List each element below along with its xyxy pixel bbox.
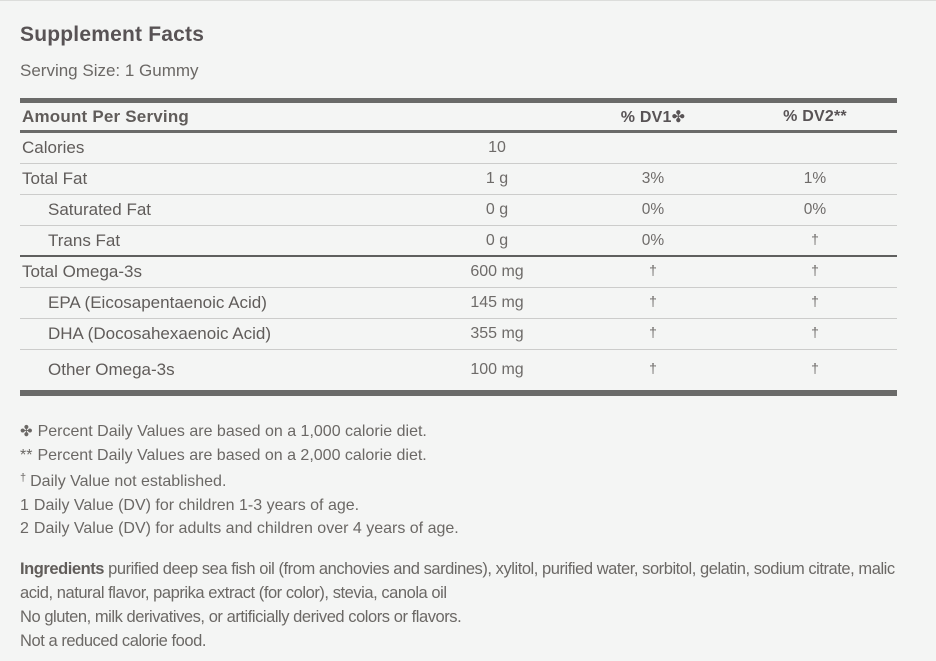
facts-table: Amount Per Serving % DV1✤ % DV2** Calori… bbox=[20, 98, 897, 396]
row-name: EPA (Eicosapentaenoic Acid) bbox=[48, 293, 267, 312]
footnote: † Daily Value not established. bbox=[20, 467, 897, 494]
row-name: Saturated Fat bbox=[48, 200, 152, 219]
footnote-marker: ** bbox=[20, 446, 33, 464]
footnote: ** Percent Daily Values are based on a 2,… bbox=[20, 444, 897, 468]
row-amount: 355 mg bbox=[470, 325, 524, 342]
table-row: DHA (Docosahexaenoic Acid) 355 mg † † bbox=[20, 319, 897, 350]
table-header-row: Amount Per Serving % DV1✤ % DV2** bbox=[20, 103, 897, 130]
row-dv1: † bbox=[649, 324, 657, 340]
table-top-bar bbox=[20, 98, 897, 103]
column-header-dv1: % DV1✤ bbox=[620, 108, 686, 126]
footnote-text: Percent Daily Values are based on a 2,00… bbox=[37, 446, 427, 464]
row-name: DHA (Docosahexaenoic Acid) bbox=[48, 324, 272, 343]
row-amount: 100 mg bbox=[470, 361, 524, 378]
table-body: Calories 10 Total Fat 1 g 3% 1% Saturated Fat 0… bbox=[20, 133, 897, 390]
row-dv1: † bbox=[649, 262, 657, 278]
table-row: Total Omega-3s 600 mg † † bbox=[20, 257, 897, 288]
table-row: EPA (Eicosapentaenoic Acid) 145 mg † † bbox=[20, 288, 897, 319]
row-name: Total Omega-3s bbox=[22, 262, 142, 281]
footnote-text: Daily Value (DV) for adults and children… bbox=[33, 520, 459, 537]
table-bottom-bar bbox=[20, 390, 897, 396]
row-dv1: 0% bbox=[641, 201, 665, 218]
table-row: Other Omega-3s 100 mg † † bbox=[20, 350, 897, 390]
row-name: Trans Fat bbox=[48, 230, 121, 250]
row-dv1: 3% bbox=[641, 170, 665, 187]
footnote-text: Percent Daily Values are based on a 1,00… bbox=[37, 423, 427, 440]
row-dv2: 1% bbox=[803, 170, 827, 187]
column-header-dv2: % DV2** bbox=[783, 107, 847, 125]
footnote-marker: ✤ bbox=[20, 423, 33, 440]
footnote-text: Daily Value not established. bbox=[30, 473, 227, 490]
footnote-marker: 1 bbox=[20, 496, 29, 514]
footnote-text: Daily Value (DV) for children 1-3 years … bbox=[33, 496, 360, 514]
calorie-note: Not a reduced calorie food. bbox=[20, 631, 206, 650]
table-row: Calories 10 bbox=[20, 133, 897, 164]
row-dv2: † bbox=[811, 324, 819, 340]
row-name: Calories bbox=[22, 138, 85, 157]
table-row: Saturated Fat 0 g 0% 0% bbox=[20, 195, 897, 226]
footnote: 2 Daily Value (DV) for adults and childre… bbox=[20, 517, 897, 541]
ingredients-text: purified deep sea fish oil (from anchovi… bbox=[20, 559, 895, 602]
table-row: Trans Fat 0 g 0% † bbox=[20, 226, 897, 257]
row-amount: 600 mg bbox=[470, 263, 524, 280]
row-dv1: † bbox=[649, 360, 657, 376]
row-amount: 1 g bbox=[485, 170, 509, 187]
row-dv2: 0% bbox=[803, 201, 827, 218]
table-row: Total Fat 1 g 3% 1% bbox=[20, 164, 897, 195]
column-header-amount-per-serving: Amount Per Serving bbox=[22, 106, 190, 126]
footnote-marker: † bbox=[20, 472, 27, 484]
row-name: Other Omega-3s bbox=[48, 360, 175, 379]
row-amount: 0 g bbox=[485, 201, 509, 218]
header-divider bbox=[20, 130, 897, 133]
ingredients-label: Ingredients bbox=[20, 559, 104, 578]
row-dv1: † bbox=[649, 293, 657, 309]
row-dv2: † bbox=[811, 360, 819, 376]
footnotes: ✤ Percent Daily Values are based on a 1,0… bbox=[20, 420, 897, 541]
row-amount: 10 bbox=[488, 139, 506, 156]
ingredients-paragraph: Ingredients purified deep sea fish oil (… bbox=[20, 557, 905, 605]
row-name: Total Fat bbox=[22, 169, 88, 188]
row-dv2: † bbox=[811, 230, 819, 247]
footnote: ✤ Percent Daily Values are based on a 1,0… bbox=[20, 420, 897, 444]
row-dv2: † bbox=[811, 262, 819, 278]
row-dv2: † bbox=[811, 293, 819, 309]
footnote-marker: 2 bbox=[20, 520, 29, 537]
row-amount: 145 mg bbox=[470, 294, 524, 311]
page-title: Supplement Facts bbox=[20, 23, 205, 46]
row-dv1: 0% bbox=[641, 231, 665, 249]
footnote: 1 Daily Value (DV) for children 1-3 years… bbox=[20, 494, 897, 518]
row-amount: 0 g bbox=[485, 231, 509, 249]
ingredients-section: Ingredients purified deep sea fish oil (… bbox=[20, 557, 905, 653]
allergen-note: No gluten, milk derivatives, or artifici… bbox=[20, 607, 462, 626]
serving-size: Serving Size: 1 Gummy bbox=[20, 61, 199, 80]
